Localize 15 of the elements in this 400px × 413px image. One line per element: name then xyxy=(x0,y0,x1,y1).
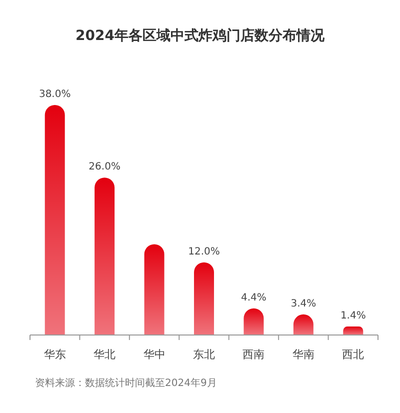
data-label: 4.4% xyxy=(241,292,266,304)
x-tick-label: 西南 xyxy=(242,348,265,361)
data-label: 12.0% xyxy=(188,246,220,258)
text: 资料来源：数据统计时间截至2024年9月 xyxy=(35,377,217,389)
data-label: 3.4% xyxy=(290,298,316,310)
x-tick-label: 西北 xyxy=(342,348,364,361)
x-tick-label: 华东 xyxy=(44,348,66,361)
chart-title: 2024年各区域中式炸鸡门店数分布情况 xyxy=(76,27,326,44)
x-tick-label: 华中 xyxy=(143,348,166,361)
data-label: 1.4% xyxy=(340,310,366,322)
data-label: 26.0% xyxy=(88,162,120,173)
x-tick-label: 东北 xyxy=(193,348,215,361)
x-tick-label: 华南 xyxy=(292,348,314,361)
x-tick-label: 华北 xyxy=(94,348,116,361)
data-label: 38.0% xyxy=(38,89,71,100)
